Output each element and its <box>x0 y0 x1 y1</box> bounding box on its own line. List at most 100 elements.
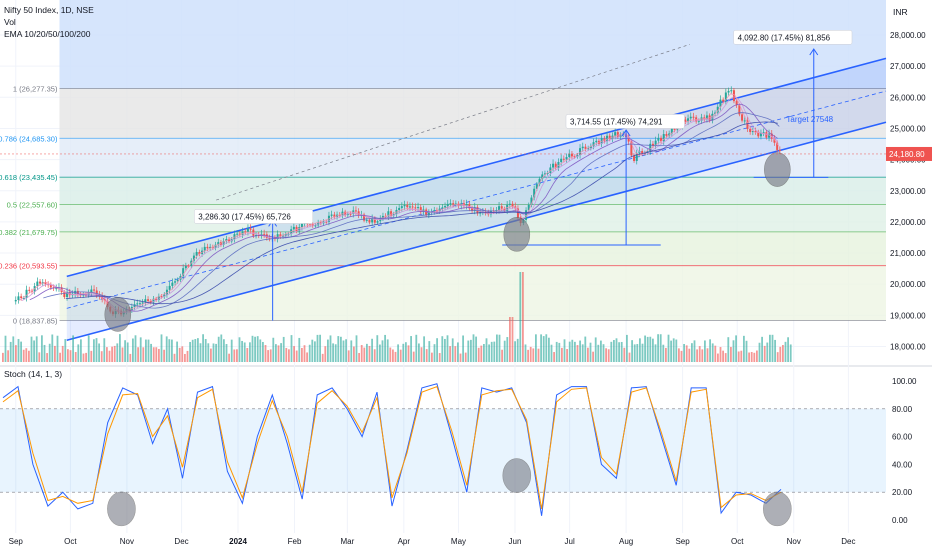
annotation-label-1: 3,286.30 (17.45%) 65,726 <box>198 212 291 221</box>
volume-bar <box>756 350 758 362</box>
volume-bar <box>368 346 371 362</box>
volume-bar <box>587 347 589 362</box>
volume-bar <box>51 334 54 362</box>
volume-bar <box>181 346 184 362</box>
volume-bar <box>535 334 537 362</box>
stoch-band <box>0 408 886 493</box>
candle-body <box>722 99 725 102</box>
volume-bar <box>275 344 277 362</box>
volume-bar <box>87 335 90 362</box>
candle-body <box>627 136 630 142</box>
volume-bar <box>184 353 186 362</box>
volume-bar <box>85 352 87 362</box>
volume-bar <box>639 338 641 362</box>
candle-body <box>325 221 328 223</box>
volume-bar <box>256 336 259 362</box>
candle-body <box>36 281 39 287</box>
candle-body <box>527 204 530 211</box>
volume-bar <box>727 337 730 362</box>
volume-bar <box>592 351 594 362</box>
candle-body <box>311 224 314 226</box>
volume-bar <box>722 350 724 362</box>
candle-body <box>103 298 106 301</box>
candle-body <box>141 302 144 304</box>
candle-body <box>14 299 17 302</box>
volume-bar <box>714 345 717 362</box>
highlight-circle-2 <box>503 217 531 252</box>
candle-body <box>697 120 700 122</box>
volume-bar <box>470 339 472 362</box>
volume-bar <box>485 338 488 362</box>
volume-bar <box>243 342 246 362</box>
candle-body <box>557 161 560 168</box>
volume-bar <box>574 341 576 362</box>
volume-bar <box>405 342 407 362</box>
volume-bar <box>626 334 628 362</box>
last-price-tag <box>886 146 932 161</box>
volume-bar <box>766 342 769 362</box>
volume-bar <box>191 339 194 362</box>
candle-body <box>419 207 422 213</box>
candle-body <box>357 211 360 216</box>
volume-bar <box>373 349 376 362</box>
candle-body <box>414 207 417 209</box>
volume-bar <box>563 339 566 362</box>
candle-body <box>568 153 571 158</box>
candle-body <box>330 214 333 216</box>
volume-bar <box>748 352 750 362</box>
candle-body <box>144 299 147 303</box>
candle-body <box>371 218 374 223</box>
candle-body <box>614 132 617 136</box>
candle-body <box>373 218 376 223</box>
volume-bar <box>688 348 691 362</box>
candle-body <box>668 133 671 136</box>
volume-bar <box>246 348 249 362</box>
volume-bar <box>696 349 698 362</box>
volume-bar <box>457 342 459 362</box>
volume-bar <box>545 334 548 362</box>
volume-bar <box>691 343 693 362</box>
candle-body <box>39 281 42 284</box>
candle-body <box>174 281 177 283</box>
annotation-target: Target 27548 <box>786 115 833 124</box>
volume-bar <box>542 336 545 362</box>
candle-body <box>665 134 668 136</box>
candle-body <box>468 204 471 209</box>
volume-bar <box>347 350 350 362</box>
candle-body <box>562 158 565 160</box>
volume-bar <box>345 339 347 362</box>
volume-bar <box>295 350 298 362</box>
volume-bar <box>129 353 132 362</box>
volume-bar <box>41 335 43 362</box>
volume-bar <box>376 335 379 362</box>
candle-body <box>95 290 98 296</box>
candle-body <box>268 237 271 239</box>
volume-bar <box>160 334 163 362</box>
volume-bar <box>589 342 592 362</box>
volume-bar <box>402 343 405 362</box>
volume-bar <box>358 352 360 362</box>
volume-bar <box>787 337 789 362</box>
candle-body <box>592 142 595 147</box>
candle-body <box>560 158 563 162</box>
volume-bar <box>269 349 272 362</box>
candle-body <box>530 197 533 205</box>
stoch-y-tick-label: 80.00 <box>892 405 913 414</box>
volume-bar <box>7 350 9 362</box>
volume-bar <box>620 341 623 362</box>
volume-bar <box>220 334 223 362</box>
volume-bar <box>2 352 4 362</box>
candle-body <box>446 203 449 207</box>
candle-body <box>93 289 96 291</box>
volume-bar <box>571 339 574 362</box>
stoch-circle-3 <box>763 491 792 527</box>
volume-bar <box>532 348 535 362</box>
volume-bar <box>662 344 665 362</box>
candle-body <box>471 208 474 211</box>
volume-bar <box>150 343 152 362</box>
volume-bar <box>308 344 311 362</box>
volume-bar <box>685 345 688 362</box>
volume-bar <box>12 336 15 362</box>
volume-bar <box>618 342 620 362</box>
